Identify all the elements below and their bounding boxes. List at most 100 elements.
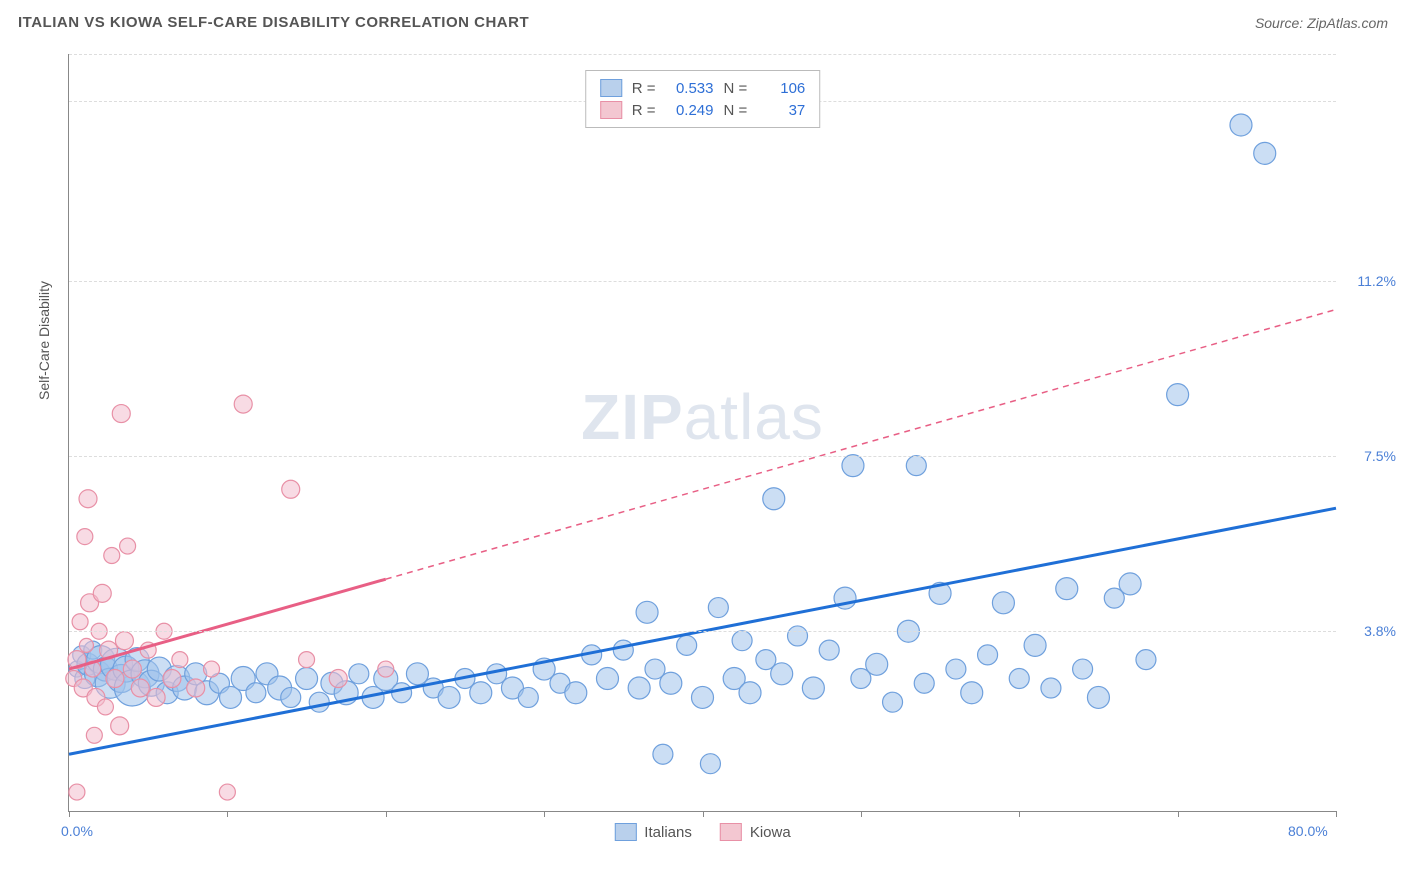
scatter-point-kiowa xyxy=(147,688,165,706)
r-label: R = xyxy=(632,102,656,119)
n-label: N = xyxy=(724,80,748,97)
scatter-point-italians xyxy=(1254,142,1276,164)
scatter-point-italians xyxy=(692,686,714,708)
trend-line-dash-kiowa xyxy=(386,309,1336,579)
scatter-point-italians xyxy=(1119,573,1141,595)
r-value-kiowa: 0.249 xyxy=(666,102,714,119)
scatter-point-italians xyxy=(708,598,728,618)
scatter-point-italians xyxy=(565,682,587,704)
legend-item-kiowa: Kiowa xyxy=(720,823,791,841)
scatter-point-kiowa xyxy=(123,660,141,678)
legend-label-italians: Italians xyxy=(644,824,692,841)
scatter-point-kiowa xyxy=(97,699,113,715)
scatter-point-italians xyxy=(763,488,785,510)
scatter-point-kiowa xyxy=(104,548,120,564)
y-tick-label: 7.5% xyxy=(1364,448,1396,464)
scatter-point-italians xyxy=(438,686,460,708)
scatter-point-italians xyxy=(596,668,618,690)
scatter-point-kiowa xyxy=(115,632,133,650)
scatter-point-italians xyxy=(660,672,682,694)
scatter-point-kiowa xyxy=(329,670,347,688)
scatter-point-italians xyxy=(866,653,888,675)
scatter-point-italians xyxy=(628,677,650,699)
scatter-point-kiowa xyxy=(111,717,129,735)
scatter-point-italians xyxy=(992,592,1014,614)
chart-title: ITALIAN VS KIOWA SELF-CARE DISABILITY CO… xyxy=(18,14,529,31)
scatter-point-italians xyxy=(819,640,839,660)
scatter-point-kiowa xyxy=(234,395,252,413)
chart-header: ITALIAN VS KIOWA SELF-CARE DISABILITY CO… xyxy=(0,0,1406,39)
scatter-point-italians xyxy=(653,744,673,764)
plot-svg xyxy=(69,54,1336,811)
scatter-point-italians xyxy=(518,687,538,707)
plot-area: ZIPatlas R = 0.533 N = 106 R = 0.249 N =… xyxy=(68,54,1336,812)
scatter-point-italians xyxy=(1087,686,1109,708)
scatter-point-italians xyxy=(771,663,793,685)
scatter-point-kiowa xyxy=(106,670,124,688)
scatter-point-italians xyxy=(788,626,808,646)
scatter-point-kiowa xyxy=(72,614,88,630)
scatter-point-italians xyxy=(1167,384,1189,406)
scatter-point-italians xyxy=(914,673,934,693)
scatter-point-italians xyxy=(309,692,329,712)
scatter-point-italians xyxy=(613,640,633,660)
r-label: R = xyxy=(632,80,656,97)
scatter-point-italians xyxy=(470,682,492,704)
scatter-point-kiowa xyxy=(112,405,130,423)
scatter-point-italians xyxy=(978,645,998,665)
scatter-point-italians xyxy=(732,631,752,651)
scatter-point-italians xyxy=(906,456,926,476)
swatch-kiowa-bottom xyxy=(720,823,742,841)
x-tick-label: 0.0% xyxy=(61,823,93,839)
scatter-point-kiowa xyxy=(79,638,93,652)
scatter-point-kiowa xyxy=(93,584,111,602)
n-value-italians: 106 xyxy=(757,80,805,97)
scatter-point-italians xyxy=(1056,578,1078,600)
scatter-point-italians xyxy=(842,455,864,477)
scatter-point-italians xyxy=(636,601,658,623)
scatter-point-italians xyxy=(961,682,983,704)
legend-row-italians: R = 0.533 N = 106 xyxy=(600,77,806,99)
y-tick-label: 3.8% xyxy=(1364,623,1396,639)
scatter-point-kiowa xyxy=(219,784,235,800)
scatter-point-kiowa xyxy=(77,529,93,545)
scatter-point-kiowa xyxy=(79,490,97,508)
n-label: N = xyxy=(724,102,748,119)
scatter-point-italians xyxy=(802,677,824,699)
swatch-italians xyxy=(600,79,622,97)
scatter-point-italians xyxy=(1136,650,1156,670)
scatter-point-kiowa xyxy=(187,679,205,697)
series-legend: Italians Kiowa xyxy=(614,823,790,841)
scatter-point-italians xyxy=(883,692,903,712)
scatter-point-italians xyxy=(296,668,318,690)
scatter-point-kiowa xyxy=(69,784,85,800)
legend-row-kiowa: R = 0.249 N = 37 xyxy=(600,99,806,121)
scatter-point-italians xyxy=(1041,678,1061,698)
r-value-italians: 0.533 xyxy=(666,80,714,97)
scatter-point-italians xyxy=(392,683,412,703)
scatter-point-italians xyxy=(349,664,369,684)
correlation-legend: R = 0.533 N = 106 R = 0.249 N = 37 xyxy=(585,70,821,128)
chart-source: Source: ZipAtlas.com xyxy=(1255,15,1388,31)
n-value-kiowa: 37 xyxy=(757,102,805,119)
scatter-point-kiowa xyxy=(172,652,188,668)
scatter-point-italians xyxy=(1009,669,1029,689)
scatter-point-italians xyxy=(281,687,301,707)
scatter-point-italians xyxy=(1230,114,1252,136)
scatter-point-italians xyxy=(946,659,966,679)
scatter-point-kiowa xyxy=(86,727,102,743)
scatter-point-italians xyxy=(1024,634,1046,656)
chart-wrapper: Self-Care Disability ZIPatlas R = 0.533 … xyxy=(48,42,1388,842)
scatter-point-kiowa xyxy=(204,661,220,677)
trend-line-kiowa xyxy=(69,579,386,669)
swatch-kiowa xyxy=(600,101,622,119)
scatter-point-italians xyxy=(1073,659,1093,679)
y-axis-label: Self-Care Disability xyxy=(36,281,52,400)
scatter-point-italians xyxy=(246,683,266,703)
scatter-point-italians xyxy=(700,754,720,774)
swatch-italians-bottom xyxy=(614,823,636,841)
scatter-point-kiowa xyxy=(163,670,181,688)
scatter-point-kiowa xyxy=(282,480,300,498)
scatter-point-kiowa xyxy=(299,652,315,668)
scatter-point-kiowa xyxy=(120,538,136,554)
